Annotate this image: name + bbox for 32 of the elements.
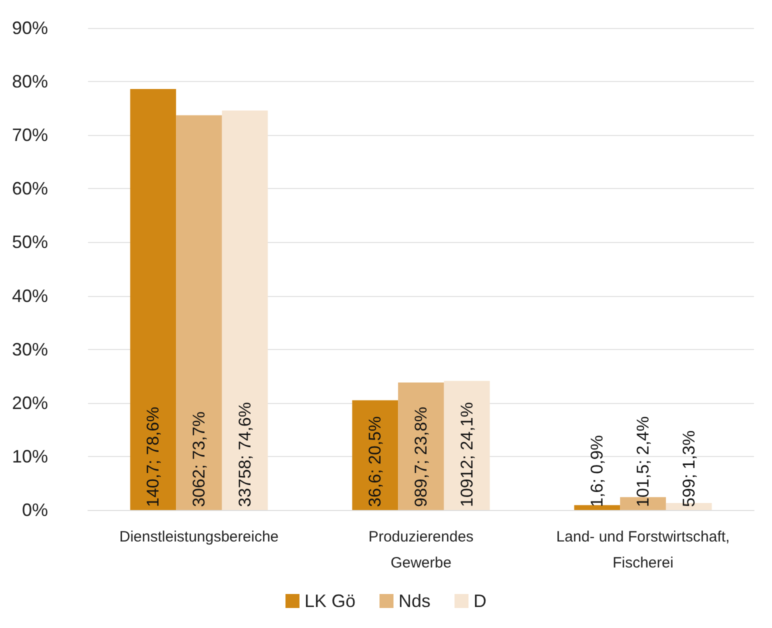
legend-label: Nds [398, 591, 431, 611]
bar [352, 400, 398, 510]
y-tick-label: 0% [22, 500, 48, 520]
data-label: 36,6; 20,5% [366, 416, 385, 507]
y-tick-label: 60% [12, 178, 48, 199]
y-tick-label: 40% [12, 286, 48, 306]
data-label: 989,7; 23,8% [412, 406, 430, 507]
data-label: 101,5; 2,4% [634, 416, 652, 507]
y-tick-label: 70% [12, 125, 48, 146]
bar [398, 382, 444, 510]
bar [574, 505, 620, 510]
bar [222, 110, 268, 510]
y-tick-label: 50% [12, 232, 48, 252]
data-label: 599; 1,3% [679, 430, 698, 507]
bar [444, 380, 490, 510]
y-tick-label: 90% [12, 18, 48, 38]
y-tick-label: 80% [12, 72, 48, 92]
y-tick-label: 10% [12, 446, 48, 466]
data-label: 3062; 73,7% [190, 412, 208, 507]
data-label: 10912; 24,1% [457, 402, 476, 507]
x-tick-label: Produzierendes Gewerbe [368, 528, 474, 572]
y-tick-label: 30% [12, 339, 48, 360]
data-label: 33758; 74,6% [235, 402, 254, 507]
data-label: 140,7; 78,6% [144, 406, 163, 507]
legend-label: D [474, 591, 487, 611]
bar [130, 89, 176, 510]
x-tick-label: Land- und Forstwirtschaft, Fischerei [556, 528, 730, 572]
y-tick-label: 20% [12, 392, 48, 413]
data-label: 1,6; 0,9% [588, 435, 607, 507]
x-tick-label: Dienstleistungsbereiche [119, 528, 279, 546]
bar [176, 115, 222, 510]
legend-label: LK Gö [304, 591, 356, 611]
